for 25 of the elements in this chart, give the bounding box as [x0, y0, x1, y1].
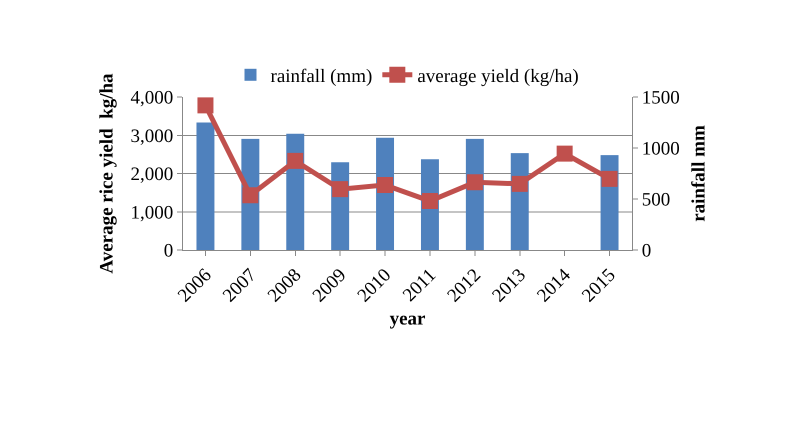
y-tick-label: 0: [164, 240, 174, 262]
y2-tick-label: 500: [642, 190, 670, 211]
point: [512, 176, 528, 192]
y-tick-label: 1,000: [130, 202, 174, 224]
point: [287, 152, 304, 169]
legend-label: rainfall (mm): [270, 66, 372, 88]
point: [332, 181, 348, 198]
y-tick-label: 4,000: [130, 88, 174, 109]
y2-tick-label: 1000: [642, 138, 680, 160]
y2-tick-label: 1500: [642, 88, 680, 109]
legend-label: average yield (kg/ha): [417, 66, 579, 88]
point: [602, 170, 618, 187]
y-axis-title: Average rice yield kg/ha: [96, 72, 118, 274]
point: [197, 97, 214, 114]
y-tick-label: 3,000: [130, 126, 174, 147]
x-axis-title: year: [390, 308, 426, 330]
y2-axis-title: rainfall mm: [688, 125, 710, 222]
y2-tick-label: 0: [642, 240, 652, 262]
point: [377, 176, 394, 193]
point: [556, 146, 573, 162]
point: [242, 187, 258, 204]
y-tick-label: 2,000: [130, 164, 174, 186]
bar: [196, 122, 214, 250]
point: [422, 193, 438, 210]
point: [466, 174, 483, 190]
